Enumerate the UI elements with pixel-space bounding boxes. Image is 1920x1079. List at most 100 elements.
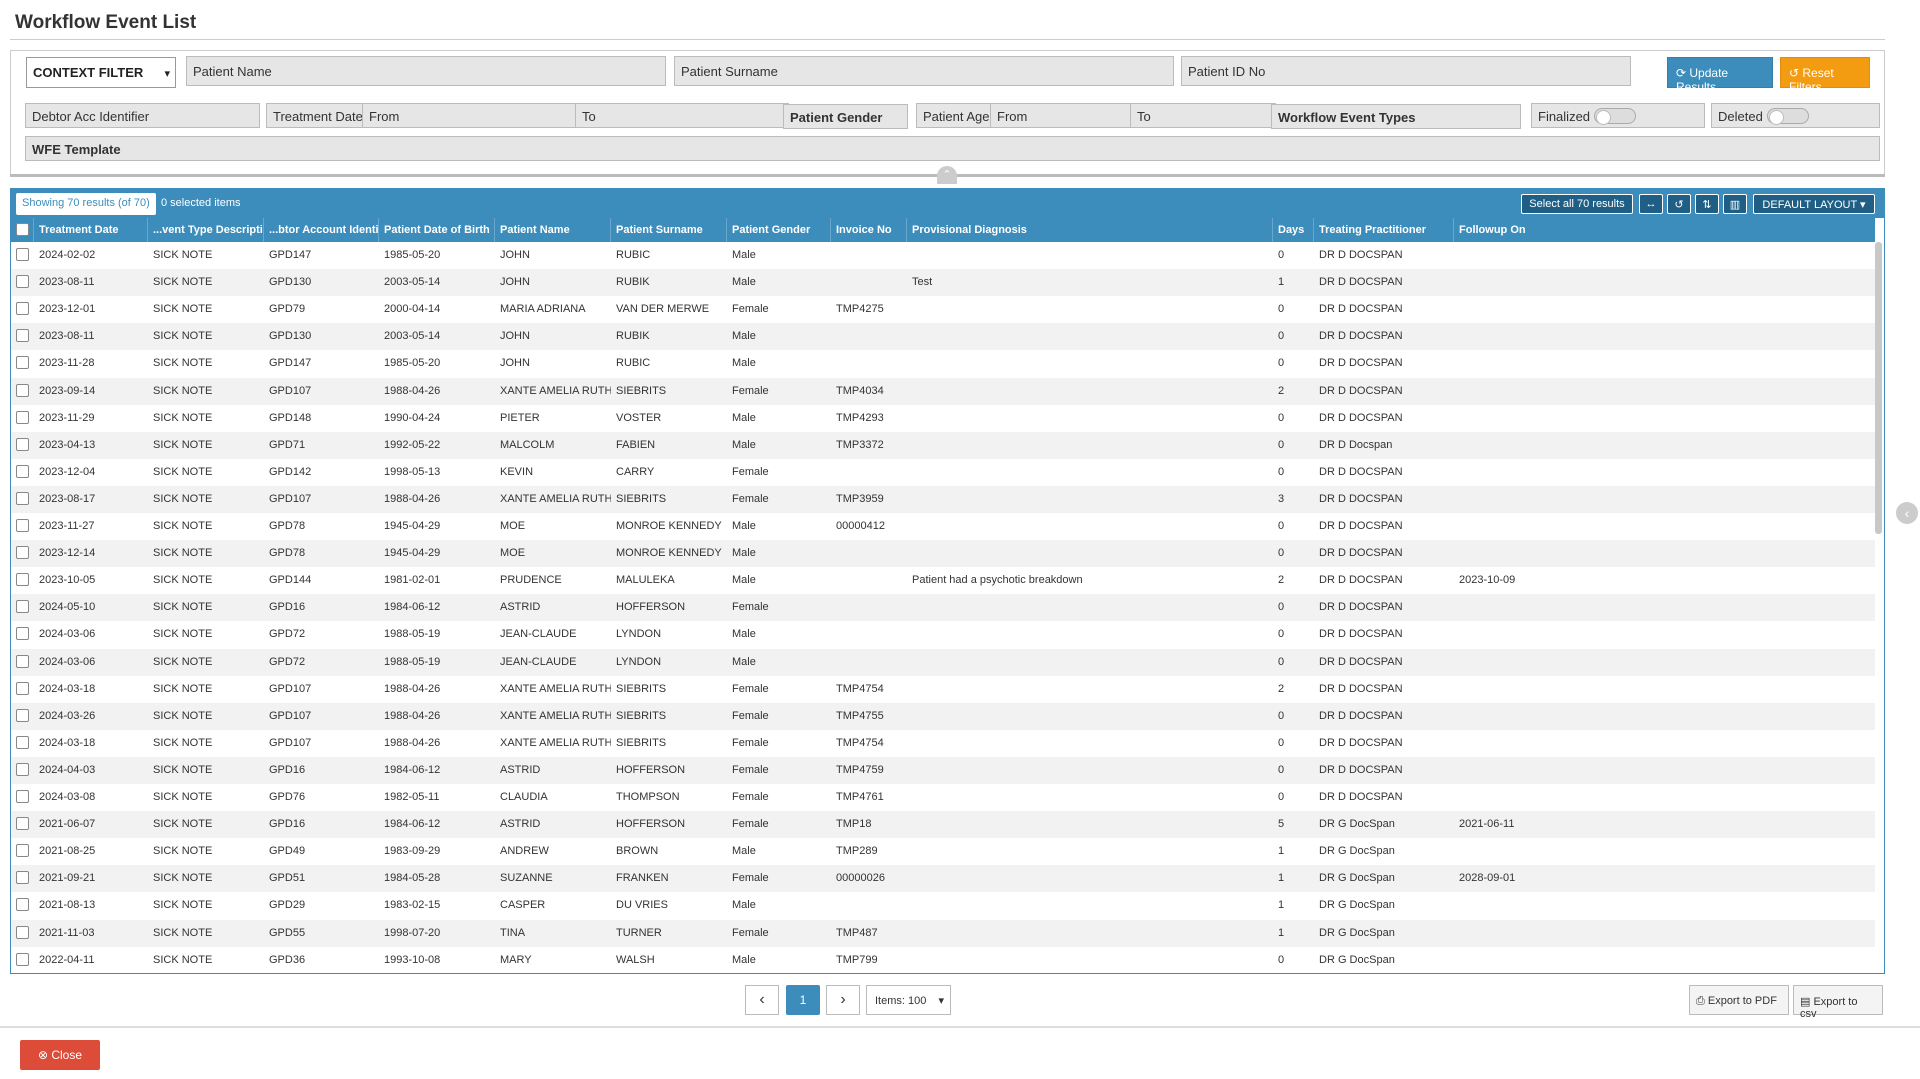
row-checkbox[interactable] (16, 600, 29, 614)
col-provisional-diagnosis-header[interactable]: Provisional Diagnosis (906, 218, 1272, 242)
export-pdf-button[interactable]: ⎙ Export to PDF (1689, 985, 1789, 1015)
row-checkbox[interactable] (16, 437, 29, 451)
table-row[interactable]: 2024-05-10 SICK NOTE GPD16 1984-06-12 ASTRID… (11, 594, 1875, 622)
col-treating-practitioner-header[interactable]: Treating Practitioner (1313, 218, 1453, 242)
row-checkbox[interactable] (16, 248, 29, 261)
row-checkbox[interactable] (16, 275, 29, 289)
side-panel-toggle[interactable]: ‹ (1896, 502, 1918, 524)
row-checkbox[interactable] (16, 573, 29, 587)
collapse-filters-button[interactable]: ⌃ (937, 166, 957, 184)
close-button[interactable]: ⊗ Close (20, 1040, 100, 1070)
col-treatment-date-header[interactable]: Treatment Date (33, 218, 147, 242)
table-row[interactable]: 2024-03-06 SICK NOTE GPD72 1988-05-19 JEAN-C… (11, 648, 1875, 676)
row-checkbox[interactable] (16, 952, 29, 966)
table-row[interactable]: 2023-08-11 SICK NOTE GPD130 2003-05-14 JOHN R… (11, 323, 1875, 351)
table-row[interactable]: 2021-08-13 SICK NOTE GPD29 1983-02-15 CASPER… (11, 892, 1875, 919)
col-days-header[interactable]: Days (1272, 218, 1313, 242)
row-checkbox[interactable] (16, 681, 29, 695)
table-row[interactable]: 2021-09-21 SICK NOTE GPD51 1984-05-28 SUZANN… (11, 865, 1875, 893)
col-patient-gender-header[interactable]: Patient Gender (726, 218, 830, 242)
table-row[interactable]: 2021-06-07 SICK NOTE GPD16 1984-06-12 ASTRID… (11, 811, 1875, 839)
col-patient-surname-header[interactable]: Patient Surname (610, 218, 726, 242)
sort-button[interactable]: ⇅ (1695, 194, 1719, 214)
row-checkbox[interactable] (16, 898, 29, 912)
col-followup-on-header[interactable]: Followup On (1453, 218, 1543, 242)
table-row[interactable]: 2023-12-04 SICK NOTE GPD142 1998-05-13 KEVIN… (11, 459, 1875, 486)
row-checkbox[interactable] (16, 654, 29, 668)
row-checkbox[interactable] (16, 762, 29, 776)
row-checkbox[interactable] (16, 302, 29, 316)
table-row[interactable]: 2023-12-01 SICK NOTE GPD79 2000-04-14 MARIA … (11, 296, 1875, 323)
reset-filters-button[interactable]: ↺ Reset Filters (1780, 57, 1870, 94)
col-debtor-account-header[interactable]: ...btor Account Identifier (263, 218, 378, 242)
patient-id-input[interactable]: Patient ID No (1181, 56, 1631, 86)
row-checkbox[interactable] (16, 519, 29, 532)
workflow-event-types-select[interactable]: Workflow Event Types (1271, 104, 1521, 129)
table-row[interactable]: 2024-03-18 SICK NOTE GPD107 1988-04-26 XANTE… (11, 730, 1875, 757)
row-checkbox[interactable] (16, 491, 29, 505)
row-checkbox[interactable] (16, 817, 29, 831)
page-button-current[interactable]: 1 (786, 985, 820, 1015)
table-row[interactable]: 2023-11-28 SICK NOTE GPD147 1985-05-20 JOHN R… (11, 350, 1875, 377)
context-filter-select[interactable]: CONTEXT FILTER ▾ (26, 57, 176, 88)
export-csv-button[interactable]: ▤ Export to csv (1793, 985, 1883, 1020)
row-checkbox[interactable] (16, 790, 29, 803)
table-row[interactable]: 2023-08-11 SICK NOTE GPD130 2003-05-14 JOHN R… (11, 269, 1875, 297)
col-patient-gender-cell: Female (732, 682, 769, 695)
patient-age-from-input[interactable]: From (990, 104, 1130, 127)
columns-button[interactable]: ▥ (1723, 194, 1747, 214)
previous-page-button[interactable]: ‹ (745, 985, 779, 1015)
table-row[interactable]: 2024-03-18 SICK NOTE GPD107 1988-04-26 XANTE… (11, 676, 1875, 703)
default-layout-dropdown[interactable]: DEFAULT LAYOUT ▾ (1753, 194, 1875, 214)
debtor-acc-input[interactable]: Debtor Acc Identifier (25, 103, 260, 128)
vertical-scrollbar[interactable] (1875, 242, 1882, 534)
table-row[interactable]: 2024-03-26 SICK NOTE GPD107 1988-04-26 XANTE… (11, 702, 1875, 730)
next-page-button[interactable]: › (826, 985, 860, 1015)
table-row[interactable]: 2023-11-27 SICK NOTE GPD78 1945-04-29 MOE MON… (11, 513, 1875, 540)
row-checkbox[interactable] (16, 627, 29, 641)
patient-age-to-input[interactable]: To (1130, 104, 1275, 127)
table-row[interactable]: 2021-11-03 SICK NOTE GPD55 1998-07-20 TINA TU… (11, 919, 1875, 947)
table-row[interactable]: 2023-08-17 SICK NOTE GPD107 1988-04-26 XANTE… (11, 485, 1875, 513)
patient-gender-select[interactable]: Patient Gender (783, 104, 908, 129)
items-per-page-select[interactable]: Items: 100 ▾ (866, 985, 951, 1015)
reset-grid-button[interactable]: ↺ (1667, 194, 1691, 214)
treatment-date-from-input[interactable]: From (362, 104, 575, 127)
row-checkbox[interactable] (16, 546, 29, 560)
table-row[interactable]: 2024-03-06 SICK NOTE GPD72 1988-05-19 JEAN-C… (11, 621, 1875, 648)
wfe-template-select[interactable]: WFE Template (25, 136, 1880, 161)
row-checkbox[interactable] (16, 356, 29, 370)
row-checkbox[interactable] (16, 708, 29, 722)
deleted-toggle[interactable] (1767, 108, 1809, 125)
table-row[interactable]: 2023-10-05 SICK NOTE GPD144 1981-02-01 PRUDE… (11, 567, 1875, 594)
col-event-type-header[interactable]: ...vent Type Description (147, 218, 263, 242)
select-all-checkbox[interactable] (16, 223, 29, 236)
row-checkbox[interactable] (16, 383, 29, 397)
row-checkbox[interactable] (16, 329, 29, 343)
table-row[interactable]: 2023-09-14 SICK NOTE GPD107 1988-04-26 XANTE… (11, 377, 1875, 405)
col-invoice-no-header[interactable]: Invoice No (830, 218, 906, 242)
table-row[interactable]: 2023-12-14 SICK NOTE GPD78 1945-04-29 MOE MON… (11, 540, 1875, 568)
treatment-date-to-input[interactable]: To (575, 104, 788, 127)
update-results-button[interactable]: ⟳ Update Results (1667, 57, 1773, 94)
table-row[interactable]: 2024-03-08 SICK NOTE GPD76 1982-05-11 CLAUDI… (11, 784, 1875, 811)
finalized-toggle[interactable] (1594, 108, 1636, 125)
table-row[interactable]: 2022-04-11 SICK NOTE GPD36 1993-10-08 MARY WA… (11, 947, 1875, 974)
row-checkbox[interactable] (16, 464, 29, 478)
col-patient-name-header[interactable]: Patient Name (494, 218, 610, 242)
patient-surname-input[interactable]: Patient Surname (674, 56, 1174, 86)
row-checkbox[interactable] (16, 735, 29, 749)
table-row[interactable]: 2021-08-25 SICK NOTE GPD49 1983-09-29 ANDREW… (11, 838, 1875, 865)
row-checkbox[interactable] (16, 871, 29, 885)
row-checkbox[interactable] (16, 410, 29, 424)
row-checkbox[interactable] (16, 844, 29, 858)
autofit-columns-button[interactable]: ↔ (1639, 194, 1663, 214)
table-row[interactable]: 2024-04-03 SICK NOTE GPD16 1984-06-12 ASTRID… (11, 756, 1875, 784)
patient-name-input[interactable]: Patient Name (186, 56, 666, 86)
table-row[interactable]: 2023-04-13 SICK NOTE GPD71 1992-05-22 MALCOL… (11, 431, 1875, 459)
col-patient-dob-header[interactable]: Patient Date of Birth (378, 218, 494, 242)
select-all-button[interactable]: Select all 70 results (1521, 194, 1633, 214)
row-checkbox[interactable] (16, 925, 29, 939)
table-row[interactable]: 2023-11-29 SICK NOTE GPD148 1990-04-24 PIETE… (11, 405, 1875, 432)
table-row[interactable]: 2024-02-02 SICK NOTE GPD147 1985-05-20 JOHN R… (11, 242, 1875, 269)
